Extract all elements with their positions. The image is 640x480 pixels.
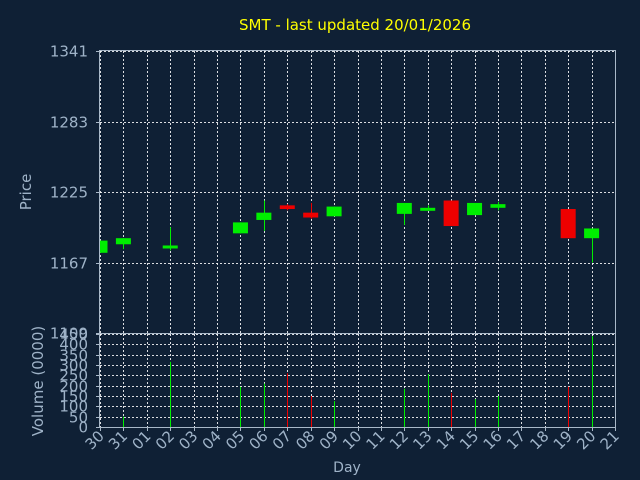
candle-body bbox=[279, 205, 295, 210]
price-tick-label: 1225 bbox=[50, 184, 88, 202]
day-tick-label: 09 bbox=[316, 427, 342, 453]
candle-body bbox=[490, 204, 506, 208]
candle-body bbox=[467, 202, 483, 216]
candle bbox=[162, 227, 178, 251]
candle-body bbox=[560, 209, 576, 239]
candle bbox=[420, 205, 436, 211]
candle bbox=[490, 201, 506, 211]
day-tick-label: 01 bbox=[128, 427, 154, 453]
price-tick-labels: 1341 1283 1225 1167 1109 bbox=[50, 43, 100, 343]
day-tick-label: 05 bbox=[222, 427, 248, 453]
day-tick-label: 07 bbox=[269, 427, 295, 453]
day-tick-label: 10 bbox=[339, 427, 365, 453]
price-tick-label: 1167 bbox=[50, 255, 88, 273]
day-tick-label: 31 bbox=[105, 427, 131, 453]
volume-tick-label: 350 bbox=[59, 347, 88, 365]
candle-body bbox=[326, 206, 342, 217]
volume-tick-label: 50 bbox=[69, 409, 88, 427]
price-axis-label: Price bbox=[17, 174, 35, 211]
price-tick-label: 1341 bbox=[50, 43, 88, 61]
candle bbox=[584, 228, 600, 263]
candle bbox=[115, 238, 131, 250]
candle-body bbox=[232, 222, 248, 234]
day-tick-label: 14 bbox=[433, 427, 459, 453]
candle bbox=[396, 202, 412, 225]
candle-body bbox=[396, 202, 412, 214]
volume-tick-label: 100 bbox=[59, 398, 88, 416]
chart-title: SMT - last updated 20/01/2026 bbox=[239, 16, 471, 34]
volume-tick-label: 0 bbox=[78, 419, 88, 437]
volume-tick-label: 150 bbox=[59, 388, 88, 406]
candle-body bbox=[100, 240, 108, 253]
candle-body bbox=[584, 228, 600, 239]
day-tick-label: 17 bbox=[503, 427, 529, 453]
volume-bars bbox=[123, 336, 593, 427]
day-tick-label: 02 bbox=[152, 427, 178, 453]
day-tick-label: 18 bbox=[526, 427, 552, 453]
volume-tick-label: 200 bbox=[59, 378, 88, 396]
day-tick-label: 21 bbox=[597, 427, 623, 453]
candle bbox=[443, 200, 459, 227]
candle bbox=[467, 202, 483, 216]
candle-body bbox=[420, 207, 436, 211]
candle bbox=[560, 209, 576, 239]
candle bbox=[279, 204, 295, 211]
candle-body bbox=[303, 212, 319, 218]
volume-tick-label: 450 bbox=[59, 326, 88, 344]
volume-plot-frame bbox=[99, 333, 616, 428]
day-tick-label: 20 bbox=[573, 427, 599, 453]
candle bbox=[256, 200, 272, 231]
volume-axis-label: Volume (0000) bbox=[29, 326, 47, 436]
volume-tick-label: 300 bbox=[59, 357, 88, 375]
day-tick-label: 13 bbox=[409, 427, 435, 453]
price-tick-label: 1109 bbox=[50, 325, 88, 343]
price-tick-label: 1283 bbox=[50, 114, 88, 132]
day-tick-label: 11 bbox=[363, 427, 389, 453]
candlesticks bbox=[100, 200, 600, 263]
price-gridlines bbox=[100, 51, 616, 334]
day-tick-label: 08 bbox=[292, 427, 318, 453]
volume-tick-label: 250 bbox=[59, 367, 88, 385]
candle-body bbox=[443, 200, 459, 227]
candle bbox=[232, 222, 248, 234]
volume-tick-label: 400 bbox=[59, 336, 88, 354]
volume-gridlines bbox=[100, 334, 616, 428]
candle-body bbox=[256, 212, 272, 220]
day-tick-label: 04 bbox=[199, 427, 225, 453]
candle bbox=[303, 202, 319, 219]
day-tick-label: 19 bbox=[550, 427, 576, 453]
day-tick-label: 06 bbox=[245, 427, 271, 453]
candle-body bbox=[115, 238, 131, 245]
x-axis-label: Day bbox=[333, 460, 361, 476]
candle-body bbox=[162, 245, 178, 249]
candle bbox=[100, 240, 108, 253]
day-tick-label: 16 bbox=[480, 427, 506, 453]
day-tick-label: 15 bbox=[456, 427, 482, 453]
day-tick-labels: 3031010203040506070809101112131415161718… bbox=[82, 427, 623, 453]
candle bbox=[326, 206, 342, 217]
day-tick-label: 03 bbox=[175, 427, 201, 453]
day-tick-label: 12 bbox=[386, 427, 412, 453]
